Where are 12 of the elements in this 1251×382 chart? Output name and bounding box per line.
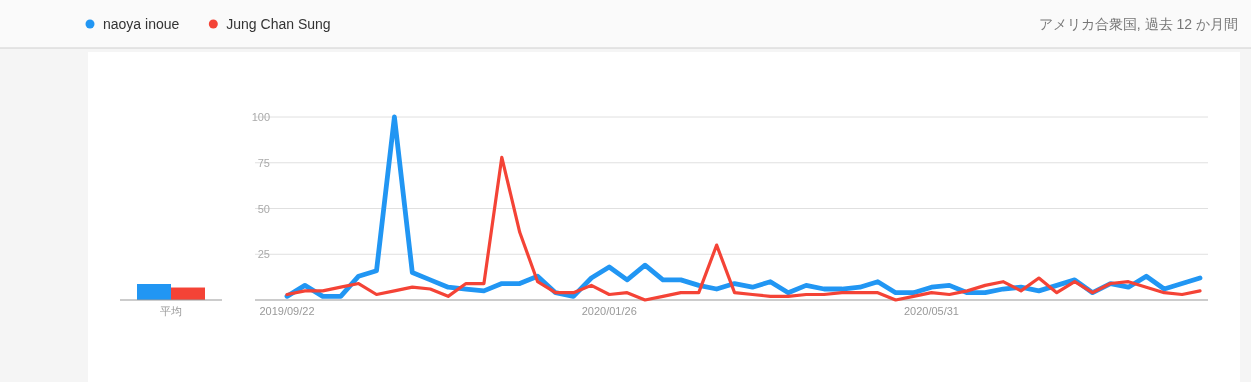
line-series: [285, 155, 1202, 302]
x-tick-label: 2019/09/22: [259, 305, 315, 317]
y-tick-label: 25: [257, 248, 270, 261]
y-tick-label: 75: [257, 156, 270, 169]
y-tick-label: 50: [257, 202, 270, 215]
text: アメリカ合衆国, 過去 12 か月間: [1038, 16, 1238, 32]
x-tick-label: 2020/05/31: [903, 305, 959, 317]
x-tick-label: 2020/01/26: [581, 305, 637, 317]
legend-label: naoya inoue: [103, 16, 180, 32]
x-tick-label: 平均: [160, 305, 182, 317]
legend-label: Jung Chan Sung: [226, 16, 331, 32]
y-tick-label: 100: [251, 111, 270, 123]
